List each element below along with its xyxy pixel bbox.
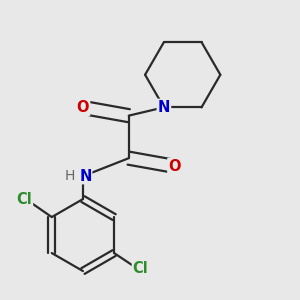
Text: Cl: Cl — [17, 192, 32, 207]
Text: O: O — [77, 100, 89, 115]
Text: H: H — [65, 169, 75, 183]
Text: O: O — [168, 159, 181, 174]
Text: N: N — [158, 100, 170, 115]
Text: Cl: Cl — [132, 261, 148, 276]
Text: N: N — [80, 169, 92, 184]
